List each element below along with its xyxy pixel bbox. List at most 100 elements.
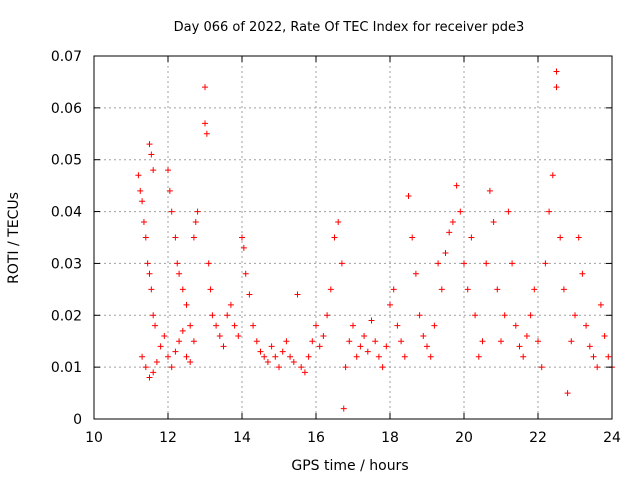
data-point: [142, 364, 149, 371]
data-point: [350, 322, 356, 329]
data-point: [427, 353, 434, 360]
data-point: [187, 358, 194, 365]
x-tick-label: 16: [307, 430, 325, 446]
data-point: [139, 353, 146, 360]
data-point: [250, 322, 257, 329]
data-point: [505, 208, 512, 215]
data-point: [364, 348, 371, 355]
data-point: [207, 286, 214, 293]
x-tick-label: 20: [455, 430, 473, 446]
data-point: [538, 364, 545, 371]
data-points: [135, 68, 615, 412]
data-point: [387, 301, 393, 308]
data-point: [313, 322, 319, 329]
data-point: [148, 151, 155, 158]
data-point: [253, 338, 260, 345]
data-point: [142, 234, 149, 241]
data-point: [146, 374, 153, 381]
data-point: [594, 364, 601, 371]
data-point: [179, 327, 186, 334]
data-point: [379, 364, 386, 371]
data-point: [586, 343, 593, 350]
data-point: [190, 338, 197, 345]
data-point: [287, 353, 294, 360]
data-point: [190, 234, 197, 241]
data-point: [475, 353, 482, 360]
data-point: [527, 312, 534, 319]
data-point: [240, 244, 247, 251]
data-point: [192, 218, 199, 225]
data-point: [194, 208, 201, 215]
data-point: [179, 286, 186, 293]
data-point: [357, 343, 364, 350]
data-point: [394, 322, 401, 329]
y-tick-label: 0.05: [51, 153, 82, 169]
data-point: [172, 234, 179, 241]
data-point: [335, 218, 342, 225]
data-point: [153, 358, 160, 365]
data-point: [486, 187, 493, 194]
data-point: [546, 208, 553, 215]
data-point: [290, 358, 297, 365]
data-point: [494, 286, 501, 293]
data-point: [401, 353, 408, 360]
data-point: [261, 353, 268, 360]
data-point: [183, 301, 190, 308]
data-point: [468, 234, 475, 241]
data-point: [205, 260, 212, 267]
data-point: [498, 338, 504, 345]
data-point: [416, 312, 423, 319]
data-point: [152, 322, 159, 329]
data-point: [161, 333, 168, 340]
data-point: [283, 338, 290, 345]
data-point: [464, 286, 471, 293]
data-point: [531, 286, 538, 293]
data-point: [457, 208, 464, 215]
x-axis-label: GPS time / hours: [291, 458, 408, 474]
data-point: [483, 260, 490, 267]
data-point: [176, 270, 183, 277]
data-point: [298, 364, 305, 371]
x-tick-label: 12: [159, 430, 177, 446]
data-point: [590, 353, 597, 360]
data-point: [542, 260, 549, 267]
data-point: [235, 333, 242, 340]
data-point: [431, 322, 438, 329]
data-point: [220, 343, 227, 350]
data-point: [424, 343, 430, 350]
data-point: [224, 312, 231, 319]
data-point: [216, 333, 223, 340]
data-point: [438, 286, 445, 293]
data-point: [174, 260, 181, 267]
data-point: [168, 364, 175, 371]
x-tick-label: 18: [381, 430, 399, 446]
data-point: [279, 348, 286, 355]
data-point: [405, 193, 412, 200]
data-point: [165, 353, 171, 360]
data-point: [268, 343, 275, 350]
data-point: [264, 358, 271, 365]
data-point: [316, 343, 323, 350]
chart-title: Day 066 of 2022, Rate Of TEC Index for r…: [174, 20, 525, 35]
data-point: [560, 286, 567, 293]
data-point: [605, 353, 612, 360]
data-point: [501, 312, 508, 319]
data-point: [150, 167, 157, 174]
data-point: [579, 270, 586, 277]
data-point: [442, 250, 449, 257]
axis-ticks: 10 12 14 16 18 20 22 24 0 0.01 0.02 0.03 0.04 0.05 0.0…: [51, 49, 621, 446]
y-axis-label: ROTI / TECUs: [6, 192, 22, 284]
data-point: [368, 317, 375, 324]
data-point: [512, 322, 519, 329]
data-point: [135, 172, 142, 179]
data-point: [472, 312, 479, 319]
data-point: [398, 338, 405, 345]
data-point: [338, 260, 345, 267]
data-point: [320, 333, 327, 340]
data-point: [549, 172, 556, 179]
data-point: [564, 390, 571, 397]
plot-frame: [93, 55, 613, 420]
x-tick-label: 22: [529, 430, 547, 446]
data-point: [146, 141, 153, 148]
